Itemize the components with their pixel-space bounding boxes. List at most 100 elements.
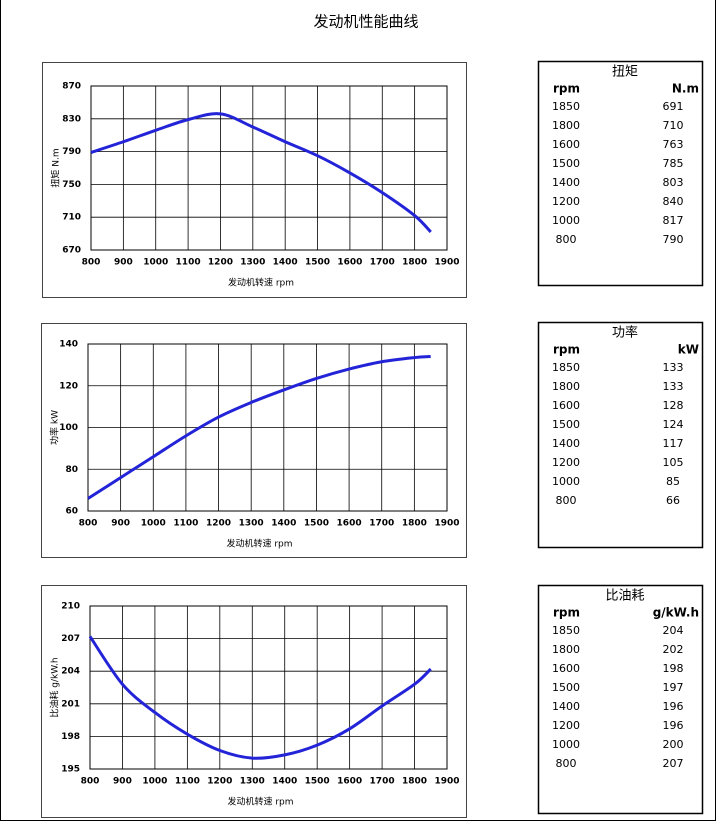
table-header: kW	[678, 343, 699, 357]
plot-frame	[89, 605, 448, 770]
table-cell: 1800	[552, 380, 580, 393]
line-series	[90, 112, 432, 234]
line-series	[87, 355, 431, 500]
table-cell: 66	[666, 494, 680, 507]
plot-frame	[90, 85, 448, 251]
table-cell: 200	[663, 738, 684, 751]
table-cell: 840	[663, 195, 684, 208]
table-cell: 1400	[552, 700, 580, 713]
table-cell: 196	[663, 700, 684, 713]
x-tick-label: 1100	[173, 519, 198, 529]
x-tick-label: 1900	[434, 519, 459, 529]
y-axis-label: 比油耗 g/kW.h	[49, 657, 61, 717]
table-title: 功率	[612, 325, 638, 341]
table-cell: 204	[663, 624, 684, 637]
table-title: 比油耗	[605, 589, 644, 604]
plot-frame	[87, 343, 448, 512]
x-tick-label: 1400	[273, 258, 298, 268]
x-tick-label: 800	[79, 519, 98, 529]
x-tick-label: 1800	[402, 519, 427, 529]
table-cell: 1600	[552, 138, 580, 151]
table-cell: 197	[663, 681, 684, 694]
y-axis-label: 功率 kW	[49, 410, 61, 445]
y-tick-label: 60	[65, 507, 78, 517]
y-tick-label: 120	[59, 381, 78, 391]
table-cell: 1500	[552, 157, 580, 170]
x-tick-label: 900	[113, 777, 132, 787]
table-cell: 1800	[552, 643, 580, 656]
table-cell: 691	[663, 100, 684, 113]
table-cell: 1600	[552, 399, 580, 412]
table-cell: 710	[663, 119, 684, 132]
x-tick-label: 1300	[239, 519, 264, 529]
table-cell: 1000	[552, 738, 580, 751]
table-cell: 1850	[552, 100, 580, 113]
table-cell: 1500	[552, 681, 580, 694]
table-cell: 105	[663, 456, 684, 469]
x-axis-label: 发动机转速 rpm	[226, 538, 292, 550]
y-tick-label: 195	[61, 765, 80, 775]
table-header: N.m	[672, 82, 699, 96]
x-tick-label: 1700	[370, 777, 395, 787]
table-cell: 803	[663, 176, 684, 189]
table-cell: 800	[556, 757, 577, 770]
x-tick-label: 900	[114, 258, 133, 268]
y-tick-label: 790	[62, 147, 81, 157]
x-tick-label: 1400	[271, 519, 296, 529]
y-tick-label: 210	[61, 602, 80, 612]
x-tick-label: 1000	[142, 777, 167, 787]
y-tick-label: 80	[65, 465, 78, 475]
x-tick-label: 1500	[305, 777, 330, 787]
table-title: 扭矩	[612, 65, 638, 80]
table-header: rpm	[553, 343, 580, 357]
table-cell: 1000	[552, 475, 580, 488]
x-tick-label: 1600	[337, 519, 362, 529]
table-cell: 1500	[552, 418, 580, 431]
table-cell: 117	[663, 437, 684, 450]
x-tick-label: 1600	[337, 777, 362, 787]
x-tick-label: 1900	[434, 777, 459, 787]
table-cell: 1850	[552, 624, 580, 637]
table-cell: 1200	[552, 456, 580, 469]
x-tick-label: 800	[82, 258, 101, 268]
x-tick-label: 900	[111, 519, 130, 529]
x-tick-label: 1300	[240, 777, 265, 787]
x-tick-label: 800	[81, 777, 100, 787]
line-series	[88, 635, 432, 760]
table-cell: 128	[663, 399, 684, 412]
table-cell: 202	[663, 643, 684, 656]
table-cell: 1800	[552, 119, 580, 132]
x-axis-label: 发动机转速 rpm	[227, 796, 293, 808]
chart-frame	[42, 62, 467, 298]
x-tick-label: 1900	[434, 258, 459, 268]
x-tick-label: 1800	[402, 258, 427, 268]
y-tick-label: 830	[62, 114, 81, 124]
table-cell: 198	[663, 662, 684, 675]
x-axis-label: 发动机转速 rpm	[228, 277, 294, 289]
table-header: rpm	[553, 82, 580, 96]
table-cell: 800	[556, 494, 577, 507]
y-tick-label: 710	[62, 213, 81, 223]
y-tick-label: 207	[61, 634, 80, 644]
y-tick-label: 670	[62, 246, 81, 256]
y-tick-label: 204	[61, 667, 80, 677]
x-tick-label: 1800	[402, 777, 427, 787]
x-tick-label: 1700	[369, 519, 394, 529]
table-cell: 763	[663, 138, 684, 151]
x-tick-label: 1600	[337, 258, 362, 268]
x-tick-label: 1700	[370, 258, 395, 268]
y-tick-label: 201	[61, 699, 80, 709]
x-tick-label: 1200	[208, 258, 233, 268]
x-tick-label: 1500	[304, 519, 329, 529]
x-tick-label: 1000	[141, 519, 166, 529]
table-cell: 1400	[552, 176, 580, 189]
x-tick-label: 1500	[305, 258, 330, 268]
y-axis-label: 扭矩 N.m	[50, 148, 62, 187]
x-tick-label: 1300	[240, 258, 265, 268]
table-cell: 207	[663, 757, 684, 770]
table-cell: 1200	[552, 719, 580, 732]
table-cell: 133	[663, 361, 684, 374]
table-cell: 1600	[552, 662, 580, 675]
table-cell: 790	[663, 233, 684, 246]
x-tick-label: 1400	[272, 777, 297, 787]
